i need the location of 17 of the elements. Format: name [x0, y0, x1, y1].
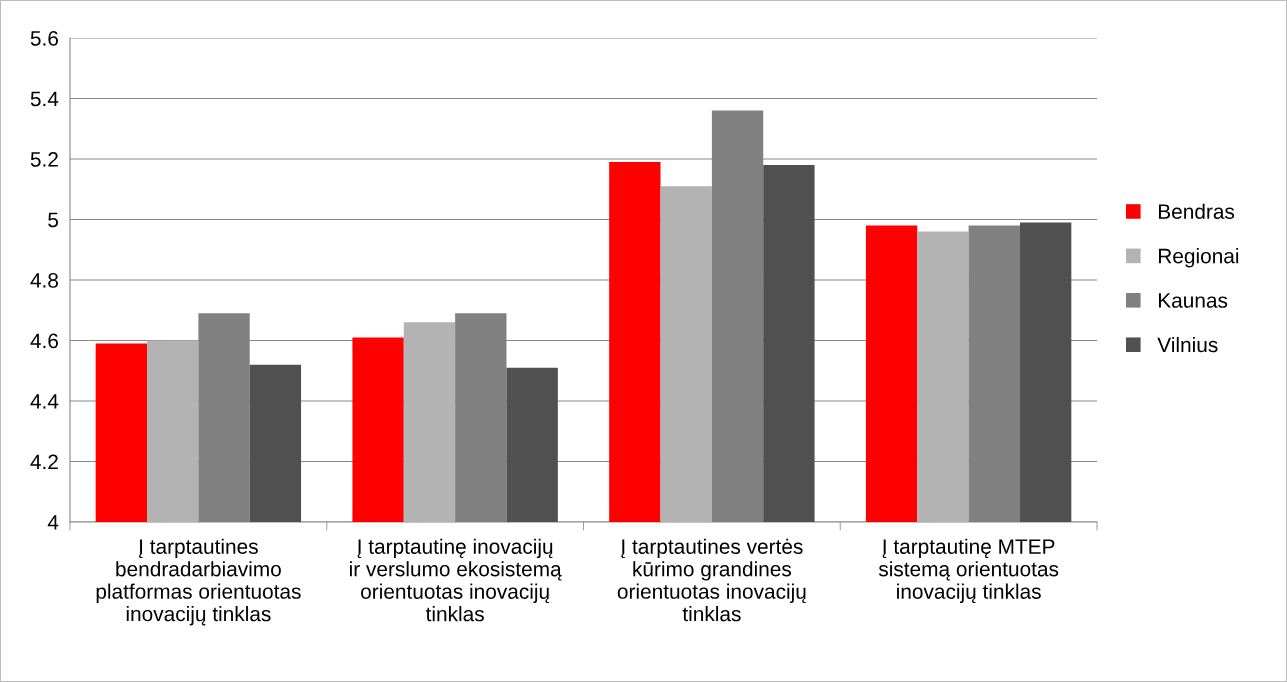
legend-label: Regionai: [1158, 248, 1239, 268]
y-tick-label: 4: [47, 515, 59, 530]
y-tick-label: 5: [48, 212, 59, 228]
y-tick-label: 4.8: [30, 273, 58, 288]
x-tick-label: Į tarptautinę MTEP sistemą orientuotas inovacijų tinklas: [878, 538, 1059, 604]
x-tick-label: Į tarptautines vertės kūrimo grandines orientuotas inovacijų tinklas: [617, 538, 806, 622]
legend-label: Vilnius: [1157, 336, 1218, 353]
legend-label: Kaunas: [1158, 293, 1228, 308]
y-tick-label: 5.2: [30, 152, 58, 167]
x-tick-label: Į tarptautines bendradarbiavimo platformas orientuotas inovacijų tinklas: [96, 538, 301, 626]
legend-label: Bendras: [1158, 203, 1235, 219]
y-tick-label: 4.2: [30, 454, 58, 470]
y-tick-label: 5.4: [30, 91, 59, 107]
y-tick-label: 5.6: [30, 31, 58, 46]
y-tick-label: 4.6: [30, 333, 58, 349]
y-tick-label: 4.4: [30, 394, 59, 409]
x-tick-label: Į tarptautinę inovacijų ir verslumo ekosistemą orientuotas inovacijų tinklas: [350, 538, 562, 622]
